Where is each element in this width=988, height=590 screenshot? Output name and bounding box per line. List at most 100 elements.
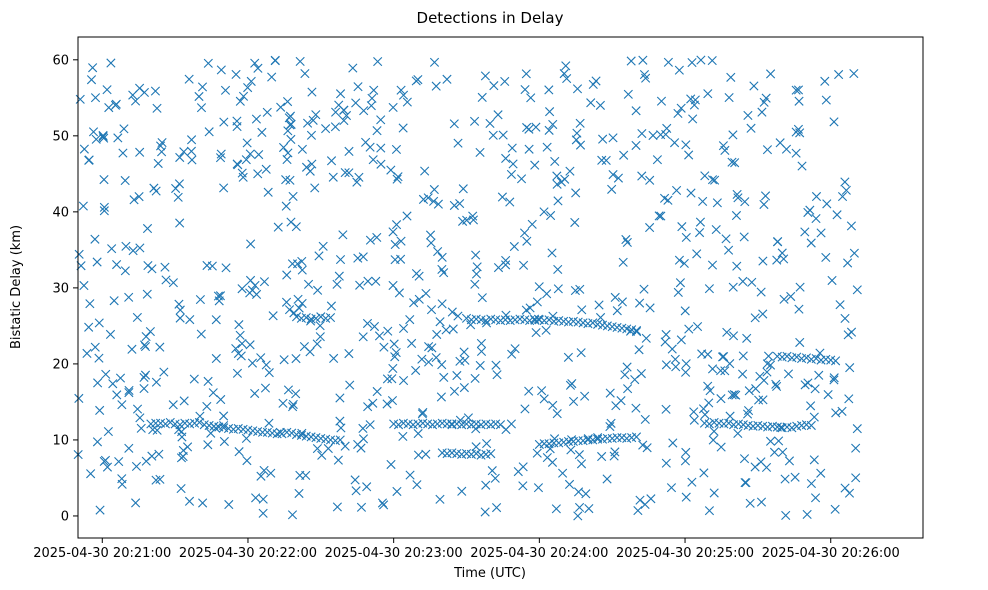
detection-marker: [396, 236, 406, 246]
detection-marker: [553, 284, 563, 294]
detection-marker: [176, 427, 187, 437]
x-tick-label: 2025-04-30 20:22:00: [179, 546, 317, 561]
detection-marker: [124, 292, 134, 302]
detection-marker: [771, 381, 782, 391]
detection-marker: [509, 241, 519, 252]
detection-marker: [117, 400, 127, 410]
detection-marker: [576, 348, 586, 358]
detection-marker: [361, 137, 371, 147]
detection-marker: [174, 179, 185, 189]
detection-marker: [363, 402, 373, 412]
detection-marker: [291, 354, 301, 364]
detection-marker: [332, 502, 342, 512]
detection-marker: [480, 71, 490, 81]
detection-marker: [439, 268, 449, 278]
detection-marker: [820, 76, 830, 86]
detection-marker: [220, 85, 231, 95]
y-tick-label: 30: [52, 281, 69, 296]
detection-marker: [673, 287, 683, 297]
detection-marker: [739, 454, 750, 464]
detection-marker: [811, 213, 821, 224]
detection-marker: [821, 95, 831, 105]
detection-marker: [806, 478, 817, 489]
detection-marker: [546, 210, 556, 221]
detection-marker: [840, 483, 850, 493]
detection-marker: [237, 284, 247, 294]
detection-marker: [610, 292, 620, 302]
detection-marker: [74, 393, 84, 403]
detection-marker: [278, 398, 288, 408]
detection-marker: [155, 141, 166, 151]
detection-marker: [340, 441, 350, 451]
detection-marker: [288, 399, 298, 410]
detection-marker: [282, 154, 292, 165]
detection-marker: [516, 174, 527, 184]
detection-marker: [486, 449, 496, 459]
detection-marker: [409, 298, 419, 308]
detection-marker: [79, 144, 89, 154]
detection-marker: [634, 345, 644, 355]
detection-marker: [247, 358, 258, 368]
detection-marker: [687, 57, 697, 68]
detection-marker: [602, 474, 612, 484]
detection-marker: [398, 431, 408, 441]
detection-marker: [674, 65, 684, 75]
detection-marker: [208, 388, 218, 398]
detection-marker: [738, 351, 748, 361]
detection-marker: [676, 103, 686, 113]
detection-marker: [358, 252, 368, 262]
detection-marker: [392, 486, 402, 497]
detection-marker: [391, 220, 402, 230]
detection-marker: [75, 94, 85, 104]
detection-marker: [607, 184, 617, 194]
detection-marker: [413, 450, 424, 460]
detection-marker: [660, 337, 670, 347]
detection-marker: [253, 169, 263, 179]
detection-marker: [245, 275, 256, 285]
detection-marker: [398, 123, 408, 133]
detection-marker: [332, 279, 342, 289]
detection-marker: [794, 304, 804, 314]
detection-marker: [457, 486, 467, 496]
detection-marker: [790, 472, 800, 482]
detection-marker: [112, 260, 122, 270]
detection-marker: [439, 372, 449, 382]
detection-marker: [471, 250, 481, 260]
detection-marker: [621, 234, 631, 245]
detection-marker: [211, 315, 221, 325]
detection-marker: [698, 196, 708, 207]
detection-marker: [750, 313, 760, 323]
detection-marker: [124, 388, 134, 398]
detection-marker: [151, 377, 161, 387]
detection-marker: [681, 447, 691, 457]
detection-marker: [648, 130, 658, 141]
detection-marker: [278, 142, 289, 153]
detection-marker: [708, 435, 718, 445]
detection-marker: [631, 403, 641, 413]
detection-marker: [830, 356, 841, 366]
detection-marker: [263, 187, 273, 197]
detection-marker: [379, 342, 389, 352]
detection-marker: [221, 263, 231, 273]
detection-marker: [335, 393, 345, 403]
y-axis: 0 10 20 30 40 50 60: [52, 53, 78, 524]
detection-marker: [623, 384, 633, 394]
detection-marker: [754, 395, 764, 405]
detection-marker: [827, 275, 837, 286]
detection-marker: [673, 108, 683, 119]
detection-marker: [105, 329, 116, 339]
detection-marker: [598, 134, 608, 144]
detection-marker: [402, 211, 412, 221]
detection-marker: [559, 69, 569, 79]
detection-marker: [374, 331, 385, 341]
detection-marker: [631, 325, 642, 336]
detection-marker: [129, 195, 139, 205]
detection-marker: [151, 475, 161, 485]
detection-marker: [617, 297, 627, 307]
detection-marker: [104, 103, 114, 113]
detection-marker: [311, 110, 321, 120]
detection-marker: [196, 329, 206, 339]
detection-marker: [373, 57, 383, 67]
detection-marker: [728, 282, 738, 292]
detection-marker: [675, 278, 686, 288]
